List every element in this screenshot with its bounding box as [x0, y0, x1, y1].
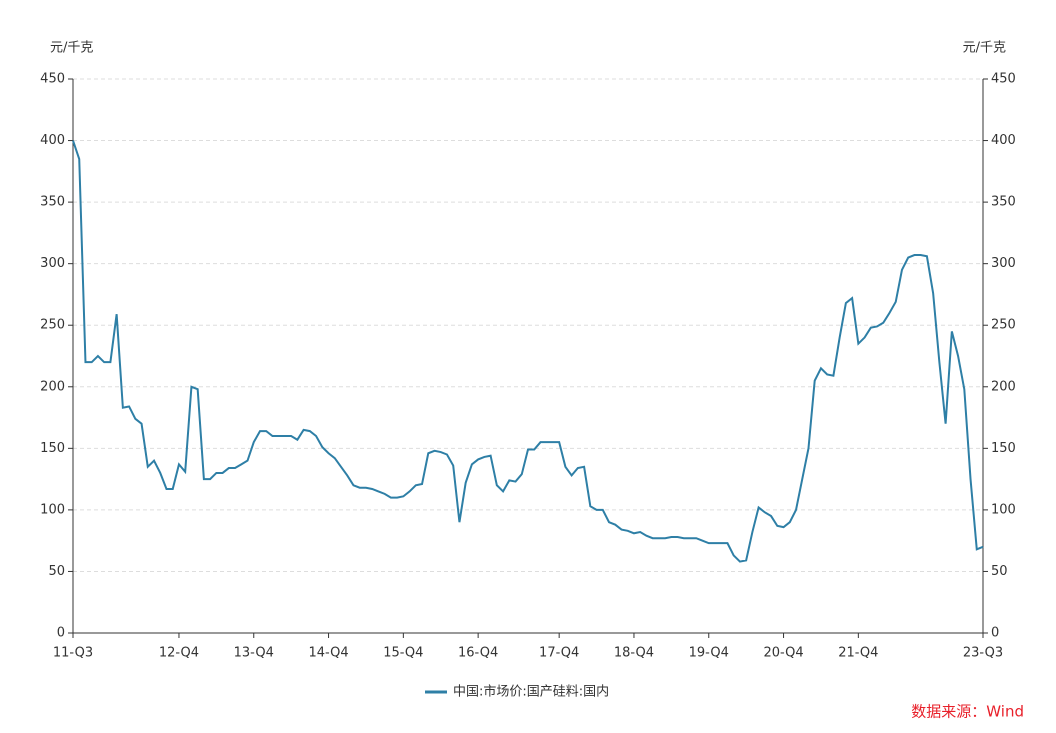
x-tick-label: 23-Q3 [963, 646, 1003, 661]
source-note: 数据来源：Wind [911, 703, 1024, 721]
x-tick-label: 16-Q4 [458, 646, 498, 661]
legend-label: 中国:市场价:国产硅料:国内 [453, 684, 609, 700]
y-tick-label: 450 [40, 72, 65, 87]
y2-tick-label: 100 [991, 502, 1016, 517]
x-tick-label: 15-Q4 [383, 646, 423, 661]
x-tick-label: 12-Q4 [159, 646, 199, 661]
y2-tick-label: 150 [991, 441, 1016, 456]
x-tick-label: 14-Q4 [308, 646, 348, 661]
y-tick-label: 350 [40, 195, 65, 210]
line-series [72, 140, 984, 563]
y-tick-label: 200 [40, 379, 65, 394]
y2-tick-label: 0 [991, 626, 999, 641]
y-tick-label: 250 [40, 318, 65, 333]
x-tick-label: 21-Q4 [838, 646, 878, 661]
y-axis-label: 元/千克 [50, 41, 93, 56]
y-tick-label: 400 [40, 133, 65, 148]
y2-tick-label: 250 [991, 318, 1016, 333]
y2-tick-label: 450 [991, 72, 1016, 87]
y-tick-label: 100 [40, 502, 65, 517]
y-tick-label: 0 [57, 626, 65, 641]
x-tick-label: 17-Q4 [539, 646, 579, 661]
x-tick-label: 18-Q4 [614, 646, 654, 661]
y2-tick-label: 50 [991, 564, 1008, 579]
y2-tick-label: 400 [991, 133, 1016, 148]
y-tick-label: 50 [48, 564, 65, 579]
y-tick-label: 300 [40, 256, 65, 271]
y2-tick-label: 200 [991, 379, 1016, 394]
y2-tick-label: 300 [991, 256, 1016, 271]
x-tick-label: 19-Q4 [689, 646, 729, 661]
y-tick-label: 150 [40, 441, 65, 456]
x-tick-label: 13-Q4 [234, 646, 274, 661]
y2-tick-label: 350 [991, 195, 1016, 210]
x-tick-label: 20-Q4 [763, 646, 803, 661]
x-tick-label: 11-Q3 [53, 646, 93, 661]
y2-axis-label: 元/千克 [963, 41, 1006, 56]
